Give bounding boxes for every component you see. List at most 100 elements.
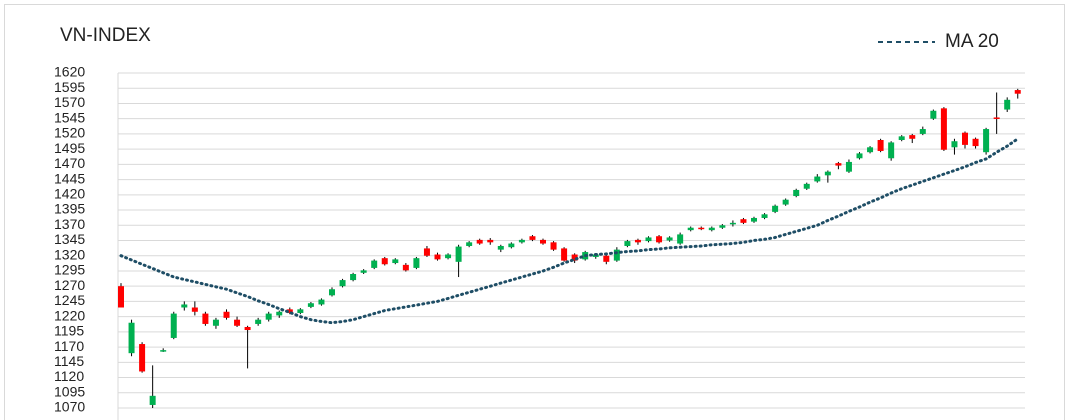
candle-body <box>909 135 916 139</box>
candle-body <box>877 140 884 151</box>
candle-body <box>782 199 789 205</box>
candle-body <box>1004 99 1011 110</box>
candle-body <box>191 307 198 312</box>
candle-body <box>381 258 388 265</box>
candle-body <box>434 254 441 260</box>
chart-title: VN-INDEX <box>60 25 151 46</box>
candle-body <box>666 237 673 241</box>
y-tick-label: 1395 <box>54 201 85 217</box>
y-tick-label: 1370 <box>54 216 85 232</box>
candle-body <box>445 254 452 259</box>
candle-body <box>466 242 473 246</box>
candle-body <box>835 163 842 166</box>
candle-body <box>719 225 726 228</box>
y-tick-label: 1145 <box>54 353 84 369</box>
legend-label: MA 20 <box>945 31 999 52</box>
candle-body <box>740 219 747 223</box>
candle-body <box>402 264 409 271</box>
candle-body <box>529 236 536 240</box>
candle-body <box>276 311 283 316</box>
y-tick-label: 1345 <box>54 231 85 247</box>
candle-body <box>350 274 357 281</box>
candle-body <box>919 129 926 134</box>
candle-body <box>803 183 810 189</box>
candle-body <box>413 258 420 268</box>
candle-body <box>202 313 209 324</box>
candle-body <box>423 248 430 256</box>
candle-body <box>244 326 251 331</box>
candle-body <box>118 286 124 308</box>
candle-body <box>867 147 874 153</box>
candle-body <box>761 214 768 218</box>
candle-body <box>656 236 663 243</box>
candle-body <box>487 239 494 243</box>
candle-body <box>962 132 968 145</box>
y-tick-label: 1520 <box>54 125 85 141</box>
candle-body <box>993 117 1000 119</box>
candle-body <box>297 309 304 313</box>
candle-body <box>128 322 135 354</box>
chart-frame <box>4 4 1065 420</box>
candle-body <box>508 243 515 248</box>
candle-body <box>561 248 568 261</box>
y-tick-label: 1095 <box>54 383 85 399</box>
y-tick-label: 1270 <box>54 277 85 293</box>
candle-body <box>772 205 779 212</box>
candle-body <box>708 227 715 231</box>
candle-body <box>318 299 325 305</box>
candle-body <box>930 110 937 119</box>
candle-body <box>329 289 335 296</box>
candle-body <box>624 241 631 246</box>
candle-body <box>265 313 272 320</box>
candle-body <box>286 309 293 313</box>
candle-body <box>698 227 705 230</box>
ma-line <box>119 137 1020 325</box>
y-tick-label: 1620 <box>54 64 85 80</box>
y-tick-label: 1545 <box>54 109 85 125</box>
candle-body <box>856 153 863 159</box>
candle-body <box>571 254 578 261</box>
y-tick-label: 1245 <box>54 292 85 308</box>
y-tick-label: 1445 <box>54 170 85 186</box>
candle-body <box>898 136 905 140</box>
candle-body <box>940 108 947 150</box>
candle-body <box>170 313 177 338</box>
y-tick-label: 1470 <box>54 155 85 171</box>
candle-body <box>307 303 314 307</box>
candle-body <box>160 350 167 352</box>
candle-body <box>888 142 895 159</box>
candle-body <box>234 319 241 326</box>
candle-body <box>497 245 504 250</box>
candle-body <box>518 239 525 243</box>
candle-body <box>550 242 557 250</box>
y-tick-label: 1220 <box>54 307 85 323</box>
y-tick-label: 1570 <box>54 94 85 110</box>
candle-body <box>476 239 483 244</box>
candle-body <box>181 304 188 308</box>
candle-body <box>845 161 852 172</box>
candle-body <box>339 280 346 287</box>
candle-body <box>824 171 831 176</box>
candle-body <box>212 319 219 326</box>
candle-body <box>645 237 652 242</box>
candle-body <box>687 227 694 231</box>
candle-body <box>729 222 736 225</box>
candle-body <box>951 141 958 148</box>
candle-body <box>223 311 230 318</box>
y-tick-label: 1295 <box>54 262 85 278</box>
candle-body <box>603 255 610 262</box>
candle-body <box>677 234 684 244</box>
candle-body <box>613 249 620 261</box>
candle-body <box>751 217 757 222</box>
y-tick-label: 1495 <box>54 140 85 156</box>
candle-body <box>814 176 821 182</box>
y-tick-label: 1420 <box>54 186 85 202</box>
candle-body <box>371 260 378 268</box>
candle-body <box>139 344 146 372</box>
candle-body <box>360 270 367 273</box>
y-tick-label: 1320 <box>54 246 85 262</box>
candle-body <box>983 129 990 153</box>
y-tick-label: 1170 <box>54 338 84 354</box>
y-tick-label: 1070 <box>54 399 85 415</box>
